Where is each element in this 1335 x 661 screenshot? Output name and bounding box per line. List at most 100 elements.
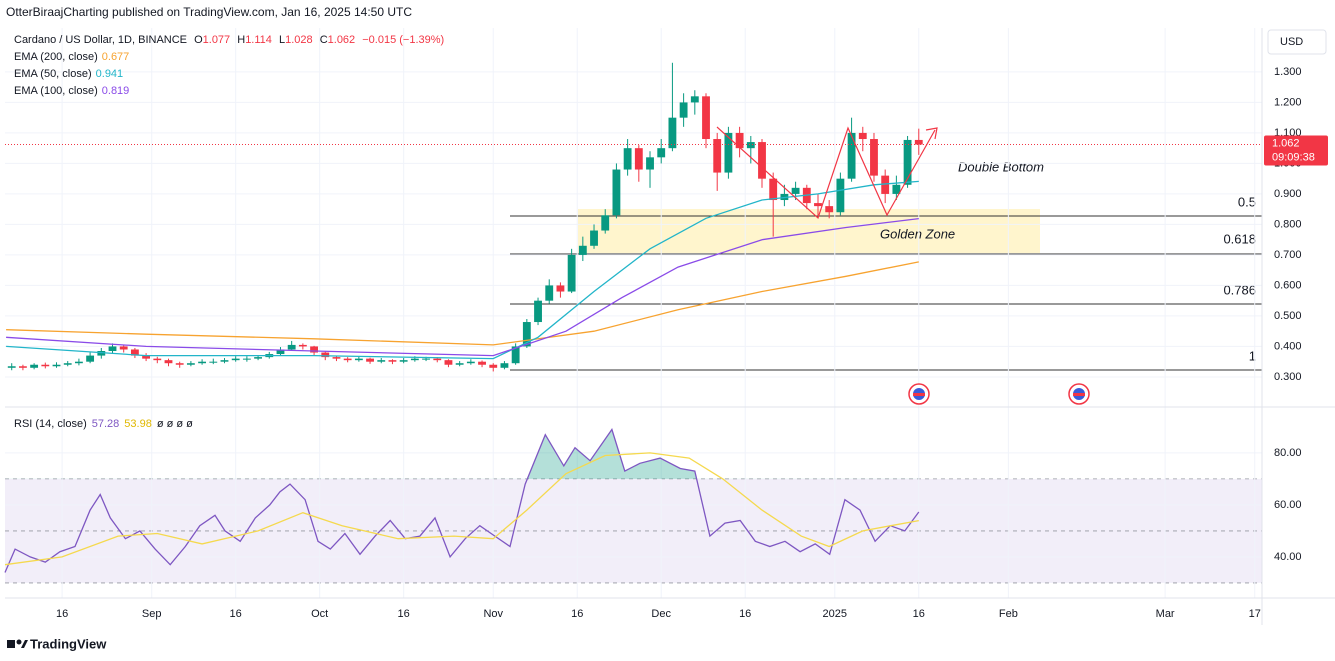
event-icon — [908, 383, 930, 405]
x-tick-label: 16 — [913, 608, 925, 620]
y-tick-label: 0.700 — [1274, 249, 1302, 261]
candle-body — [41, 364, 50, 367]
candle-body — [310, 346, 318, 353]
y-tick-label: 1.200 — [1274, 96, 1302, 108]
candle-body — [52, 364, 61, 367]
x-tick-label: Mar — [1156, 608, 1175, 620]
candle-body — [164, 360, 173, 364]
candle-body — [702, 96, 710, 140]
candle-body — [410, 358, 419, 361]
candle-body — [433, 358, 442, 361]
rsi-ma-value: 53.98 — [124, 418, 152, 430]
candle-body — [478, 361, 486, 365]
candle-body — [657, 148, 666, 158]
candle-body — [522, 322, 531, 347]
candle-body — [814, 203, 822, 207]
candle-body — [713, 139, 722, 173]
candle-body — [612, 169, 621, 216]
rsi-ma-line — [4, 452, 919, 566]
rsi-title: RSI (14, close) — [14, 418, 87, 430]
countdown: 09:09:38 — [1272, 151, 1315, 163]
candle-body — [578, 245, 587, 255]
candle-body — [556, 285, 565, 292]
candle-body — [769, 178, 778, 201]
candle-body — [332, 357, 341, 359]
candle-body — [870, 139, 878, 176]
candle-body — [601, 215, 610, 231]
candle-body — [858, 132, 867, 140]
x-tick-label: 16 — [398, 608, 410, 620]
candle-body — [646, 157, 654, 170]
currency-box[interactable] — [1267, 29, 1327, 55]
symbol-legend: Cardano / US Dollar, 1D, BINANCE O1.077 … — [14, 34, 444, 46]
candle-body — [231, 358, 240, 361]
x-tick-label: 16 — [571, 608, 583, 620]
candle-body — [892, 184, 901, 194]
candle-body — [444, 360, 453, 365]
rsi-tick-label: 40.00 — [1274, 551, 1302, 563]
candle-body — [623, 148, 632, 170]
ohlc-key: O — [194, 34, 203, 46]
candle-body — [903, 139, 912, 185]
candle-body — [422, 358, 430, 360]
candle-body — [489, 364, 498, 368]
candle-body — [354, 358, 363, 361]
ema-legend: EMA (50, close) 0.941 — [14, 68, 123, 80]
x-tick-label: Oct — [311, 608, 328, 620]
candle-body — [534, 300, 542, 323]
y-tick-label: 0.800 — [1274, 218, 1302, 230]
candle-body — [186, 363, 195, 365]
y-tick-label: 1.300 — [1274, 66, 1302, 78]
ohlc-value: 1.077 — [203, 34, 231, 46]
candle-body — [287, 344, 296, 350]
ema-value: 0.677 — [102, 51, 130, 63]
rsi-line — [4, 428, 920, 573]
candle-body — [455, 363, 464, 365]
price-label-box — [1264, 135, 1328, 166]
tradingview-logo — [7, 639, 28, 648]
candle-body — [377, 360, 386, 362]
y-tick-label: 0.600 — [1274, 279, 1302, 291]
ema-name: EMA (200, close) — [14, 51, 98, 63]
candle-body — [130, 349, 139, 356]
candle-body — [914, 139, 923, 145]
symbol-title: Cardano / US Dollar, 1D, BINANCE — [14, 34, 187, 46]
candle-body — [63, 363, 72, 365]
y-tick-label: 0.300 — [1274, 371, 1302, 383]
arrow-head — [925, 127, 938, 140]
rsi-tick-label: 80.00 — [1274, 447, 1302, 459]
candle-body — [590, 230, 598, 246]
candle-body — [634, 148, 643, 170]
x-tick-label: 16 — [739, 608, 751, 620]
fib-label: 1 — [1249, 348, 1256, 363]
candle-body — [198, 361, 207, 364]
publish-info: OtterBiraajCharting published on Trading… — [6, 5, 412, 19]
candle-body — [825, 206, 834, 213]
ema-value: 0.819 — [102, 85, 130, 97]
ohlc-value: 1.028 — [285, 34, 313, 46]
candle-body — [209, 361, 218, 363]
candle-body — [7, 366, 16, 368]
ema-line — [6, 180, 919, 360]
candle-body — [108, 346, 117, 352]
ema-line — [6, 261, 919, 346]
candle-body — [119, 346, 128, 350]
candle-body — [724, 132, 733, 173]
x-tick-label: Feb — [999, 608, 1018, 620]
ema-legend: EMA (100, close) 0.819 — [14, 85, 129, 97]
candle-body — [545, 285, 554, 301]
candle-body — [836, 178, 845, 213]
ohlc-key: H — [237, 34, 245, 46]
footer-brand: TradingView — [30, 636, 107, 651]
annotation: Double Bottom — [958, 159, 1044, 174]
candle-body — [343, 358, 352, 361]
y-tick-label: 0.500 — [1274, 310, 1302, 322]
rsi-extra: ø ø ø ø — [157, 418, 193, 430]
candle-body — [500, 363, 509, 368]
ohlc-key: C — [320, 34, 328, 46]
candle-body — [175, 363, 184, 365]
ema-name: EMA (100, close) — [14, 85, 98, 97]
ohlc-change: −0.015 (−1.39%) — [362, 34, 444, 46]
fib-label: 0.5 — [1238, 194, 1256, 209]
